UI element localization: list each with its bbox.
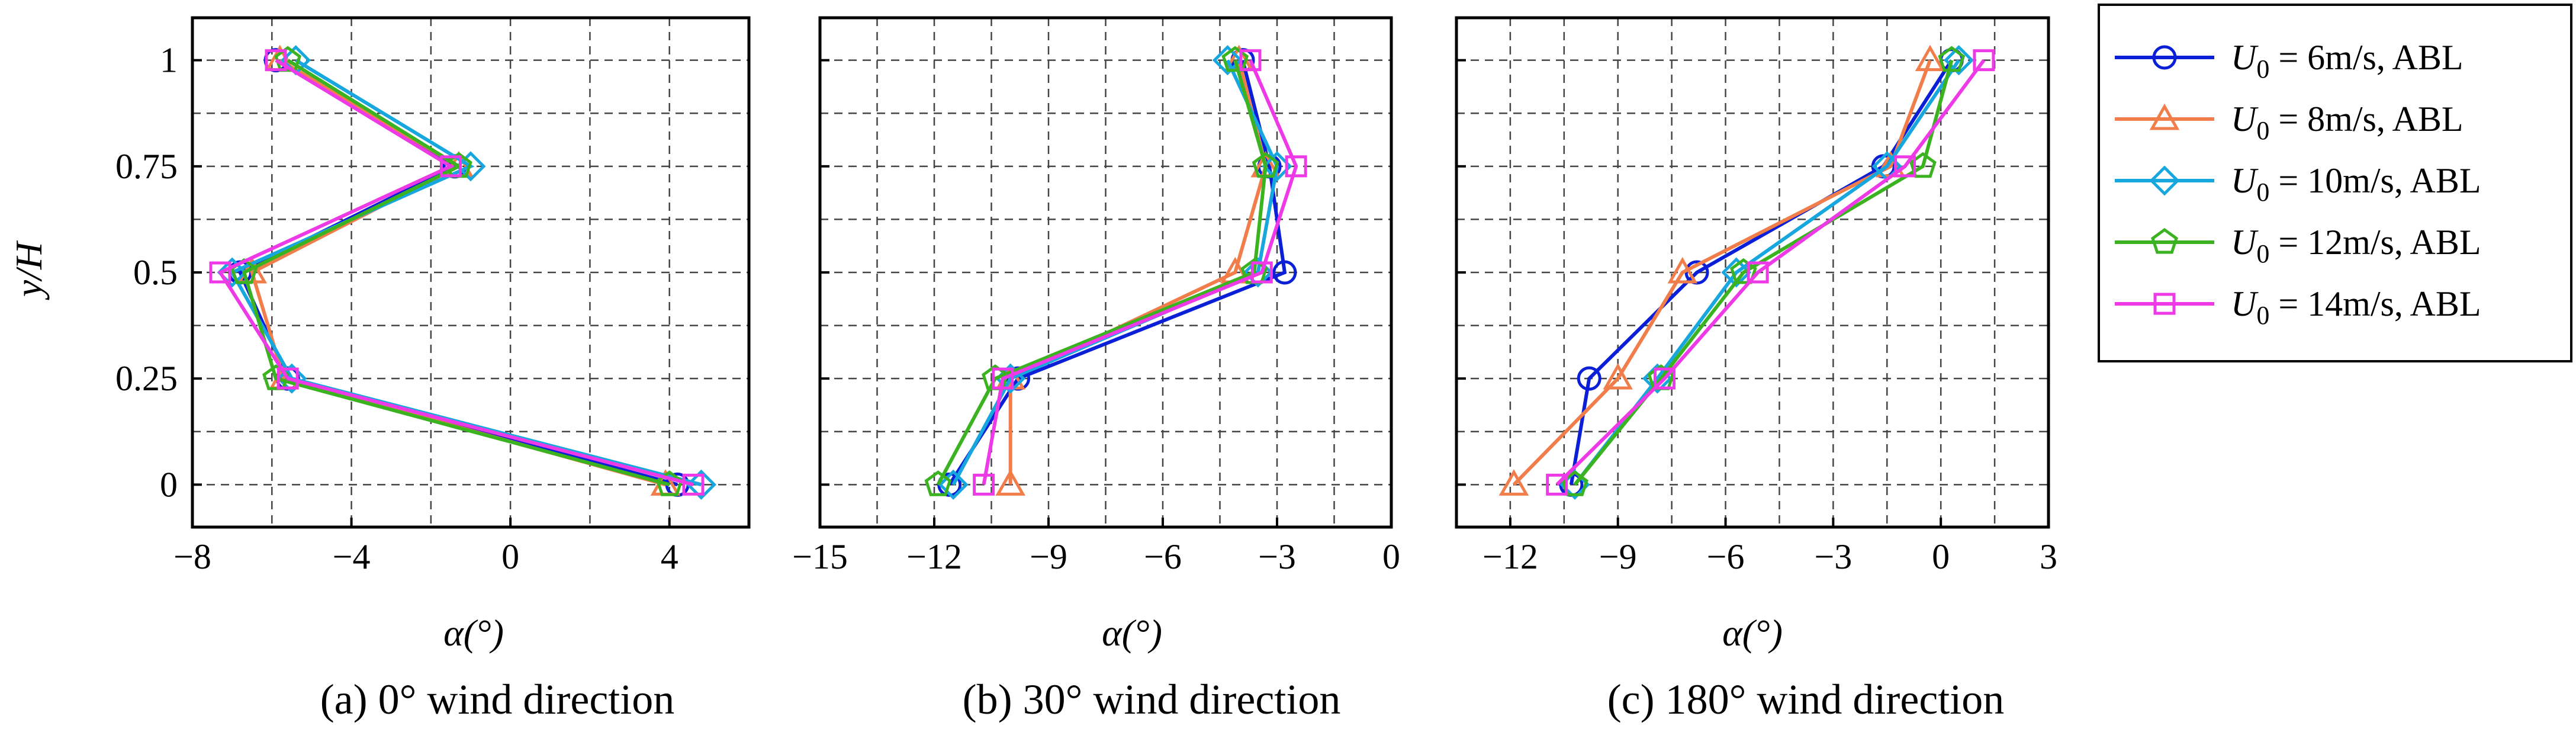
panel-b-series-4-point-3 <box>1285 155 1307 178</box>
legend-marker-2 <box>2149 165 2180 196</box>
legend-label-4: U0 = 14m/s, ABL <box>2231 284 2481 330</box>
panel-c-xtick-label: −12 <box>1482 537 1538 576</box>
legend-entry-1: U0 = 8m/s, ABL <box>2115 99 2464 145</box>
panel-c-xtick-label: −3 <box>1814 537 1852 576</box>
panel-b-xtick-label: −15 <box>792 537 848 576</box>
panel-a-series-3-line <box>242 59 670 487</box>
panel-b-series-1-point-0 <box>995 469 1025 496</box>
legend-marker-1 <box>2149 103 2180 130</box>
panel-c-series-4-point-0 <box>1546 473 1568 496</box>
panel-b-series-4 <box>973 49 1307 496</box>
panel-b-xtick-label: −12 <box>906 537 962 576</box>
legend: U0 = 6m/s, ABL U0 = 8m/s, ABL U0 = 10m/s, … <box>2098 4 2572 362</box>
panel-c: −12 −9 −6 −3 0 3 <box>1455 16 2057 576</box>
panel-b-series-3-point-4 <box>1221 46 1249 72</box>
legend-entry-2: U0 = 10m/s, ABL <box>2115 161 2481 207</box>
panel-a-series-4 <box>209 49 705 496</box>
legend-entry-3: U0 = 12m/s, ABL <box>2115 223 2481 268</box>
panel-c-xtick-label: 0 <box>1932 537 1950 576</box>
legend-label-0: U0 = 6m/s, ABL <box>2231 38 2464 84</box>
panel-b-series-3 <box>924 46 1279 496</box>
panel-c-series-3-point-4 <box>1938 46 1966 72</box>
legend-entry-4: U0 = 14m/s, ABL <box>2115 284 2481 330</box>
panel-c-series-1 <box>1498 44 1945 496</box>
panel-b-xtick-label: −9 <box>1030 537 1067 576</box>
panel-c-series-4-point-3 <box>1894 155 1916 178</box>
y-tick-label: 0.5 <box>133 253 178 292</box>
panel-b-series-4-line <box>982 59 1298 485</box>
panel-b-series-4-point-4 <box>1239 49 1262 72</box>
panel-c-xtick-label: −9 <box>1599 537 1637 576</box>
panel-a-caption: (a) 0° wind direction <box>320 676 675 723</box>
panel-a-series-4-point-3 <box>439 155 462 178</box>
panel-a-series-3 <box>230 46 683 496</box>
panel-b-series-1 <box>995 44 1281 496</box>
panel-b: −15 −12 −9 −6 −3 0 <box>792 16 1400 576</box>
panel-a-series-2-point-0 <box>686 469 716 500</box>
panel-c-series-4-point-4 <box>1973 49 1995 72</box>
panel-b-xlabel: α(°) <box>1102 612 1162 654</box>
legend-marker-4 <box>2153 293 2176 315</box>
panel-b-caption: (b) 30° wind direction <box>963 676 1341 723</box>
panel-c-series-1-line <box>1512 59 1932 486</box>
panel-a-xlabel: α(°) <box>443 612 504 654</box>
panel-a-series-4-point-2 <box>209 261 231 284</box>
panel-a-series-2-point-2 <box>217 257 247 288</box>
y-tick-label: 0 <box>160 465 178 504</box>
panel-c-series-1-point-1 <box>1603 363 1633 390</box>
panel-c-xlabel: α(°) <box>1722 612 1783 654</box>
legend-label-3: U0 = 12m/s, ABL <box>2231 223 2481 268</box>
panel-c-caption: (c) 180° wind direction <box>1607 676 2005 723</box>
legend-marker-0 <box>2152 45 2177 70</box>
panel-a-xtick-label: 4 <box>661 537 678 576</box>
panel-a-xtick-label: −4 <box>333 537 371 576</box>
panel-b-xtick-label: −6 <box>1144 537 1182 576</box>
legend-label-1: U0 = 8m/s, ABL <box>2231 99 2464 145</box>
panel-a: −8 −4 0 4 0 0.25 0.5 0.75 1 <box>115 16 751 576</box>
panel-c-xtick-label: −6 <box>1707 537 1745 576</box>
panel-b-series-2-point-0 <box>938 469 969 500</box>
panel-b-xtick-label: −3 <box>1258 537 1296 576</box>
panel-c-series-1-point-2 <box>1667 256 1698 284</box>
y-tick-label: 1 <box>160 41 178 80</box>
panel-c-series-2-point-2 <box>1721 257 1752 288</box>
panel-a-series-3-point-4 <box>274 46 302 72</box>
panel-c-series-2-point-4 <box>1943 45 1974 76</box>
panel-c-xtick-label: 3 <box>2040 537 2057 576</box>
legend-entry-0: U0 = 6m/s, ABL <box>2115 38 2464 84</box>
legend-marker-3 <box>2151 227 2178 254</box>
panel-c-series-0-point-1 <box>1577 366 1601 391</box>
y-tick-label: 0.75 <box>115 147 178 186</box>
panel-b-series-4-point-0 <box>973 473 995 496</box>
panel-a-series-4-line <box>217 59 694 487</box>
panel-b-series-2-point-4 <box>1212 45 1243 76</box>
panel-b-series-3-point-0 <box>924 470 952 496</box>
panel-c-series-4 <box>1546 49 1995 496</box>
panel-c-series-4-point-2 <box>1747 261 1769 284</box>
panel-a-series-4-point-4 <box>265 49 287 72</box>
panel-c-series-1-point-0 <box>1498 469 1529 496</box>
panel-a-xtick-label: 0 <box>501 537 519 576</box>
y-axis-label: y/H <box>8 240 50 300</box>
panel-b-series-3-point-3 <box>1252 152 1279 178</box>
panel-a-series-4-point-0 <box>682 473 705 496</box>
panel-c-series-3 <box>1561 46 1966 496</box>
legend-box <box>2098 4 2572 362</box>
panel-b-series-3-line <box>936 59 1268 486</box>
panels-layer: −8 −4 0 400.250.50.751−15 −12 −9 −6 −3 0 −12 −9 −6−… <box>115 16 2057 576</box>
panel-a-series-2-point-3 <box>455 151 486 182</box>
panel-b-series-4-point-2 <box>1250 261 1273 284</box>
y-tick-label: 0.25 <box>115 359 178 398</box>
panel-c-series-4-point-1 <box>1654 367 1676 390</box>
panel-a-xtick-label: −8 <box>173 537 211 576</box>
panel-b-xtick-label: 0 <box>1382 537 1400 576</box>
panel-b-series-4-point-1 <box>992 367 1014 390</box>
panel-a-series-4-point-1 <box>276 367 299 390</box>
panel-c-series-4-line <box>1555 59 1986 486</box>
panel-c-series-1-point-4 <box>1915 44 1945 72</box>
legend-label-2: U0 = 10m/s, ABL <box>2231 161 2481 207</box>
panel-b-series-0-point-2 <box>1272 260 1297 285</box>
panel-c-series-3-point-2 <box>1729 258 1757 284</box>
